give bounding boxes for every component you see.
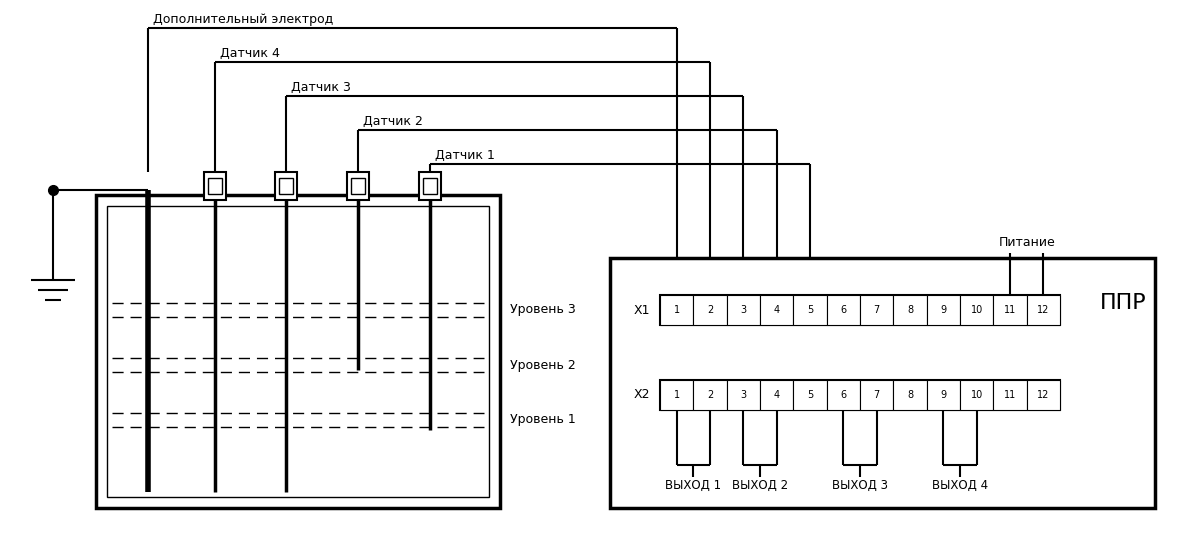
Text: 7: 7 <box>874 305 880 315</box>
Bar <box>926 295 960 325</box>
Bar <box>1027 295 1060 325</box>
Bar <box>727 380 760 410</box>
Bar <box>660 295 694 325</box>
Bar <box>107 206 490 497</box>
Bar <box>827 380 860 410</box>
Bar <box>352 178 365 194</box>
Text: Уровень 2: Уровень 2 <box>510 358 576 372</box>
Bar <box>694 380 727 410</box>
Bar <box>204 172 226 200</box>
Bar <box>660 380 694 410</box>
Bar <box>827 295 860 325</box>
Text: 2: 2 <box>707 390 713 400</box>
Text: 5: 5 <box>806 390 814 400</box>
Text: 11: 11 <box>1004 305 1016 315</box>
Text: 3: 3 <box>740 305 746 315</box>
Bar <box>96 195 500 508</box>
Text: ВЫХОД 2: ВЫХОД 2 <box>732 479 788 492</box>
Bar <box>860 380 893 410</box>
Text: Уровень 3: Уровень 3 <box>510 304 576 316</box>
Bar <box>610 258 1154 508</box>
Bar <box>793 295 827 325</box>
Bar <box>893 380 926 410</box>
Bar <box>893 295 926 325</box>
Text: 10: 10 <box>971 390 983 400</box>
Text: ППР: ППР <box>1100 293 1147 313</box>
Bar <box>1027 380 1060 410</box>
Text: Датчик 2: Датчик 2 <box>364 115 422 128</box>
Text: Х1: Х1 <box>634 304 650 316</box>
Bar <box>760 295 793 325</box>
Text: 8: 8 <box>907 390 913 400</box>
Bar <box>694 295 727 325</box>
Bar <box>994 380 1027 410</box>
Text: ВЫХОД 3: ВЫХОД 3 <box>832 479 888 492</box>
Bar <box>727 295 760 325</box>
Text: 4: 4 <box>774 390 780 400</box>
Bar <box>278 178 293 194</box>
Text: 8: 8 <box>907 305 913 315</box>
Text: Питание: Питание <box>998 236 1055 249</box>
Bar <box>208 178 222 194</box>
Text: ВЫХОД 1: ВЫХОД 1 <box>665 479 721 492</box>
Bar <box>994 295 1027 325</box>
Bar <box>424 178 437 194</box>
Bar <box>347 172 370 200</box>
Bar <box>793 380 827 410</box>
Text: 1: 1 <box>673 305 679 315</box>
Bar <box>960 295 994 325</box>
Text: Датчик 3: Датчик 3 <box>292 81 350 94</box>
Text: Датчик 1: Датчик 1 <box>436 149 494 162</box>
Text: 7: 7 <box>874 390 880 400</box>
Text: 6: 6 <box>840 390 846 400</box>
Bar <box>660 380 1060 410</box>
Text: 2: 2 <box>707 305 713 315</box>
Text: 6: 6 <box>840 305 846 315</box>
Text: 9: 9 <box>941 390 947 400</box>
Bar <box>419 172 442 200</box>
Bar <box>860 295 893 325</box>
Text: 12: 12 <box>1037 390 1050 400</box>
Bar <box>275 172 298 200</box>
Text: Х2: Х2 <box>634 389 650 401</box>
Bar <box>960 380 994 410</box>
Text: Датчик 4: Датчик 4 <box>220 47 280 60</box>
Bar <box>660 295 1060 325</box>
Text: 12: 12 <box>1037 305 1050 315</box>
Text: 9: 9 <box>941 305 947 315</box>
Bar <box>760 380 793 410</box>
Text: 5: 5 <box>806 305 814 315</box>
Text: Дополнительный электрод: Дополнительный электрод <box>154 13 334 26</box>
Text: 3: 3 <box>740 390 746 400</box>
Text: Уровень 1: Уровень 1 <box>510 414 576 426</box>
Bar <box>926 380 960 410</box>
Text: 11: 11 <box>1004 390 1016 400</box>
Text: 1: 1 <box>673 390 679 400</box>
Text: ВЫХОД 4: ВЫХОД 4 <box>932 479 988 492</box>
Text: 4: 4 <box>774 305 780 315</box>
Text: 10: 10 <box>971 305 983 315</box>
